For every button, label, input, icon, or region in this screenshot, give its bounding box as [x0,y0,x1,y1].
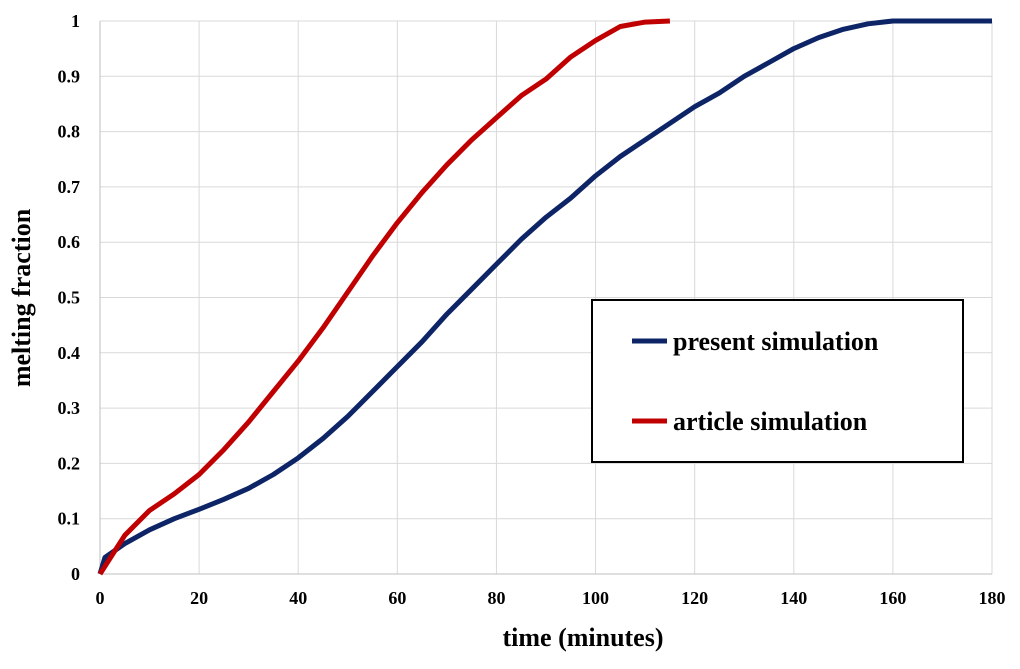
tick-labels: 0 20 40 60 80 100 120 140 160 180 0 0.1 0.2 0.3 0.4 0.5… [58,11,1006,608]
x-tick-label: 120 [681,588,708,608]
y-tick-label: 0.5 [58,288,81,308]
x-tick-label: 60 [388,588,406,608]
series-line-article [97,18,671,576]
y-tick-label: 0 [71,564,80,584]
legend-box [591,299,964,463]
y-axis-label: melting fraction [7,208,36,387]
legend-label-present: present simulation [673,327,879,356]
y-tick-label: 1 [71,11,80,31]
x-axis-label: time (minutes) [502,623,663,652]
x-tick-label: 0 [96,588,105,608]
y-tick-label: 0.4 [58,343,81,363]
y-tick-label: 0.2 [58,453,81,473]
y-tick-label: 0.9 [58,66,81,86]
legend-label-article: article simulation [673,407,868,436]
y-tick-label: 0.3 [58,398,81,418]
x-tick-label: 20 [190,588,208,608]
y-tick-label: 0.1 [58,509,81,529]
legend: present simulation article simulation [591,299,964,463]
x-tick-label: 80 [487,588,505,608]
y-tick-label: 0.6 [58,232,81,252]
x-tick-label: 140 [780,588,807,608]
grid [100,20,993,574]
axes [99,21,992,575]
series-lines [97,18,992,576]
series-line-present [97,18,992,575]
x-tick-label: 40 [289,588,307,608]
x-tick-label: 160 [879,588,906,608]
y-tick-label: 0.8 [58,122,81,142]
x-tick-label: 100 [582,588,609,608]
y-tick-label: 0.7 [58,177,81,197]
x-tick-label: 180 [979,588,1006,608]
